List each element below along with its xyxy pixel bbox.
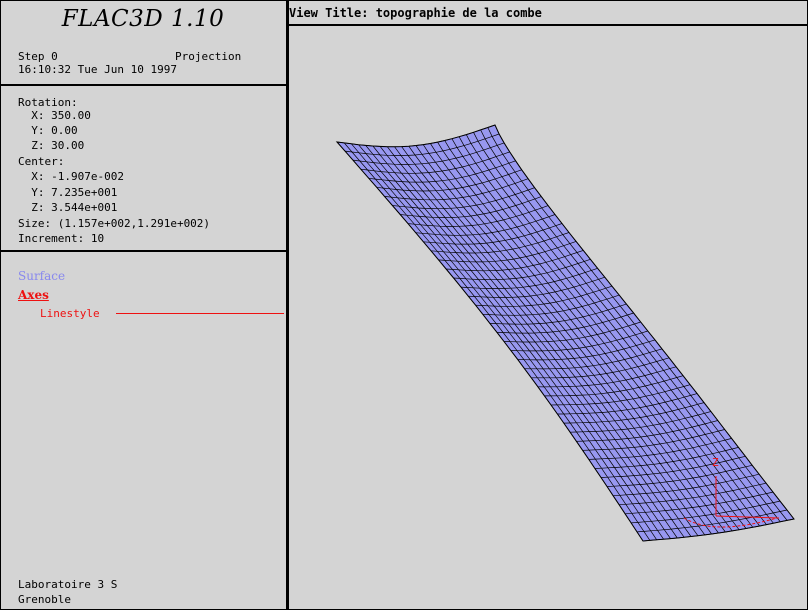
- mesh-line-cross: [600, 455, 746, 478]
- mesh-line-cross: [531, 357, 670, 379]
- size-value: Size: (1.157e+002,1.291e+002): [18, 217, 211, 230]
- mesh-line-cross: [631, 500, 781, 524]
- legend-linestyle-label: Linestyle: [40, 307, 100, 320]
- legend-surface: Surface: [18, 269, 66, 283]
- surface-polygon: [335, 124, 795, 542]
- mesh-line-cross: [468, 276, 605, 298]
- divider-top: [0, 84, 286, 86]
- increment-value: Increment: 10: [18, 232, 105, 245]
- step-label: Step 0: [18, 50, 58, 63]
- mesh-line-cross: [482, 294, 620, 316]
- datetime-label: 16:10:32 Tue Jun 10 1997: [18, 63, 177, 76]
- mesh-line-cross: [588, 438, 732, 460]
- rotation-z: Z: 30.00: [18, 139, 85, 152]
- mesh-line-cross: [510, 330, 648, 352]
- mesh-line-cross: [563, 402, 705, 424]
- legend-linestyle-line: [116, 313, 284, 314]
- mesh-line-cross: [642, 518, 795, 542]
- axis-x-line: [715, 515, 780, 519]
- mesh-line-cross: [517, 339, 656, 361]
- mesh-line-cross: [430, 232, 570, 254]
- mesh-line-cross: [360, 151, 510, 174]
- mesh-line-cross: [625, 491, 774, 515]
- mesh-line-cross: [368, 160, 516, 183]
- mesh-line-cross: [524, 348, 663, 370]
- mesh-line-cross: [446, 250, 584, 272]
- axis-x-arc: [683, 517, 778, 528]
- projection-mode-label: Projection: [175, 50, 242, 63]
- view-title-rule: [289, 24, 808, 26]
- center-heading: Center:: [18, 155, 65, 168]
- mesh-line-cross: [423, 223, 563, 245]
- center-y: Y: 7.235e+001: [18, 186, 118, 199]
- mesh-line-cross: [475, 285, 613, 307]
- mesh-line-cross: [453, 258, 591, 281]
- panel-divider: [286, 0, 289, 610]
- mesh-line-cross: [407, 205, 549, 227]
- view-title: View Title: topographie de la combe: [289, 6, 542, 20]
- mesh-line-cross: [489, 303, 627, 325]
- info-panel: FLAC3D 1.10 Step 0 Projection 16:10:32 T…: [0, 0, 286, 610]
- mesh-line-cross: [537, 366, 677, 388]
- surface-fill: [335, 124, 795, 542]
- plot-viewport[interactable]: Z: [289, 26, 808, 610]
- surface-grid-lines: [336, 124, 795, 542]
- surface-mesh-plot: Z: [335, 124, 795, 542]
- mesh-line-cross: [607, 464, 753, 487]
- mesh-line-cross: [400, 196, 542, 218]
- mesh-line-cross: [594, 447, 739, 469]
- footer-lab-name: Laboratoire 3 S: [18, 578, 118, 591]
- rotation-x: X: 350.00: [18, 109, 91, 122]
- divider-middle: [0, 250, 286, 252]
- mesh-line-cross: [619, 482, 767, 506]
- mesh-line-cross: [438, 241, 577, 263]
- mesh-line-cross: [336, 124, 496, 148]
- legend-axes: Axes: [18, 288, 49, 302]
- axes-triad: Z: [683, 456, 780, 528]
- rotation-y: Y: 0.00: [18, 124, 78, 137]
- mesh-line-cross: [582, 429, 725, 451]
- mesh-line-cross: [496, 312, 634, 334]
- mesh-line-cross: [352, 142, 505, 165]
- mesh-line-cross: [503, 321, 641, 343]
- rotation-heading: Rotation:: [18, 96, 78, 109]
- mesh-line-cross: [636, 509, 788, 533]
- mesh-line-cross: [557, 393, 698, 415]
- mesh-line-cross: [544, 375, 684, 397]
- center-z: Z: 3.544e+001: [18, 201, 118, 214]
- mesh-line-cross: [570, 411, 711, 433]
- center-x: X: -1.907e-002: [18, 170, 124, 183]
- mesh-line-cross: [376, 169, 522, 192]
- mesh-line-cross: [576, 420, 718, 442]
- footer-city: Grenoble: [18, 593, 71, 606]
- app-title: FLAC3D 1.10: [61, 6, 225, 32]
- mesh-line-cross: [415, 214, 556, 236]
- mesh-line-cross: [550, 384, 691, 406]
- mesh-line-cross: [460, 267, 598, 289]
- mesh-line-cross: [344, 133, 500, 156]
- mesh-line-cross: [384, 178, 529, 201]
- mesh-line-cross: [613, 473, 760, 497]
- mesh-line-cross: [392, 187, 535, 210]
- axis-z-label: Z: [712, 456, 719, 469]
